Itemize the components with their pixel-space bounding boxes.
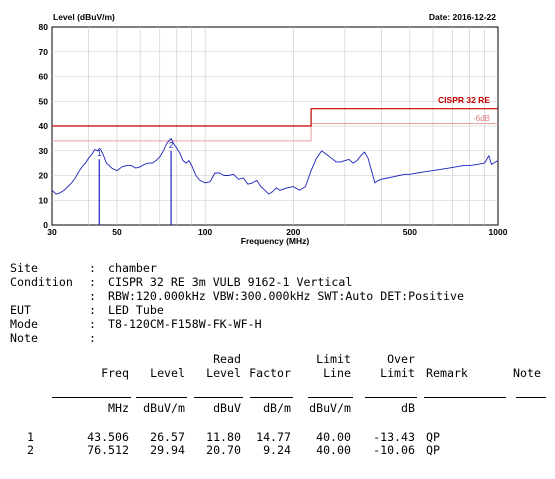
info-value: RBW:120.000kHz VBW:300.000kHz SWT:Auto D… [108,289,464,303]
y-tick-label: 10 [39,195,49,205]
table-cell: -10.06 [373,443,415,457]
header-rule [250,397,293,398]
column-unit: MHz [108,401,129,415]
x-tick-label: 200 [286,227,300,237]
margin-label: -6dB [473,114,490,123]
info-separator: : [89,261,96,275]
info-value: chamber [108,261,157,275]
header-rule [424,397,506,398]
y-tick-label: 0 [43,220,48,230]
info-label: Site [10,261,38,275]
table-cell: 1 [27,430,34,444]
column-header: Level [206,366,241,380]
date-label: Date: 2016-12-22 [429,12,496,22]
column-header-top: Read [213,352,241,366]
info-separator: : [89,289,96,303]
column-header: Line [323,366,351,380]
column-header-top: Limit [316,352,351,366]
column-header: Level [150,366,185,380]
table-cell: 11.80 [206,430,241,444]
table-cell: 2 [27,443,34,457]
y-tick-label: 70 [39,47,49,57]
column-unit: dBuV/m [309,401,351,415]
column-header: Remark [426,366,468,380]
limit-lines [52,108,498,142]
column-header: Note [513,366,541,380]
table-cell: 43.506 [87,430,129,444]
header-rule [365,397,417,398]
info-value: CISPR 32 RE 3m VULB 9162-1 Vertical [108,275,353,289]
markers-layer: 12 [97,141,174,225]
table-cell: -13.43 [373,430,415,444]
emission-chart: 0 10 20 30 40 50 60 70 80 30 50 100 200 500 1000 Level… [39,12,508,246]
x-tick-label: 500 [403,227,417,237]
header-rule [194,397,243,398]
trace-layer [51,137,499,195]
info-separator: : [89,303,96,317]
table-cell: 20.70 [206,443,241,457]
table-cell: 9.24 [263,443,291,457]
table-cell: 40.00 [316,443,351,457]
x-tick-label: 50 [112,227,122,237]
table-cell: 40.00 [316,430,351,444]
table-cell: 26.57 [150,430,185,444]
column-header: Factor [249,366,291,380]
x-tick-label: 1000 [489,227,508,237]
table-cell: 76.512 [87,443,129,457]
column-unit: dBuV [213,401,241,415]
header-rule [516,397,546,398]
info-separator: : [89,317,96,331]
y-tick-label: 60 [39,72,49,82]
table-cell: QP [426,430,440,444]
x-tick-label: 30 [47,227,57,237]
tick-labels: 0 10 20 30 40 50 60 70 80 30 50 100 200 500 1000 [39,22,508,237]
x-axis-label: Frequency (MHz) [241,236,310,246]
x-tick-label: 100 [198,227,212,237]
margin-line [52,123,498,142]
table-cell: QP [426,443,440,457]
info-separator: : [89,275,96,289]
measurement-trace [51,137,499,195]
y-axis-label: Level (dBuV/m) [53,12,115,22]
y-tick-label: 50 [39,96,49,106]
column-header-top: Over [387,352,415,366]
info-label: Condition [10,275,73,289]
column-unit: dBuV/m [143,401,185,415]
column-unit: dB [401,401,415,415]
limit-line [52,108,498,127]
column-header: Freq [101,366,129,380]
marker-label-1: 1 [97,149,102,158]
header-rule [136,397,187,398]
y-tick-label: 40 [39,121,49,131]
info-separator: : [89,331,96,345]
y-tick-label: 80 [39,22,49,32]
info-label: EUT [10,303,31,317]
info-label: Mode [10,317,38,331]
info-value: LED Tube [108,303,164,317]
limit-label: CISPR 32 RE [438,95,490,105]
y-tick-label: 30 [39,146,49,156]
marker-label-2: 2 [169,141,174,150]
table-cell: 29.94 [150,443,185,457]
header-rule [308,397,353,398]
column-header: Limit [380,366,415,380]
column-unit: dB/m [263,401,291,415]
info-label: Note [10,331,38,345]
y-tick-label: 20 [39,171,49,181]
table-cell: 14.77 [256,430,291,444]
header-rule [52,397,131,398]
info-value: T8-120CM-F158W-FK-WF-H [108,317,262,331]
